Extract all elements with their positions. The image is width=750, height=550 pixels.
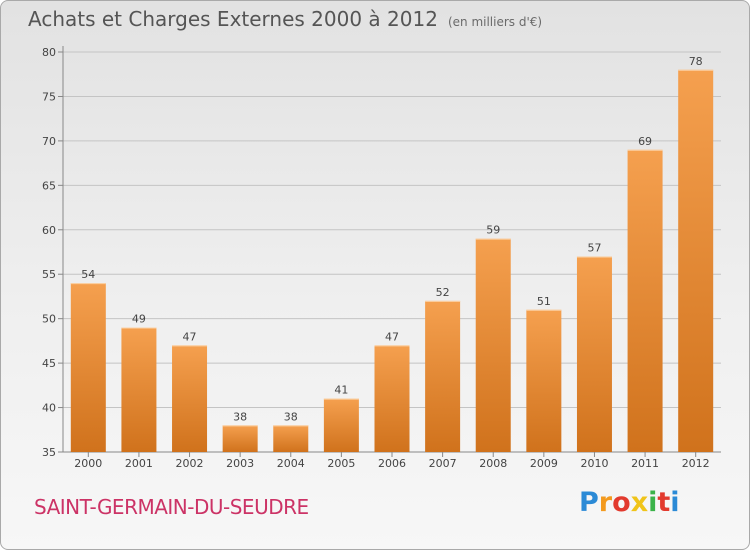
- data-label: 51: [537, 295, 551, 308]
- data-label: 38: [233, 410, 247, 423]
- y-tick-label: 60: [42, 224, 56, 237]
- logo-letter: x: [630, 487, 649, 518]
- bar: [678, 69, 714, 453]
- logo-letter: P: [579, 487, 599, 518]
- y-tick-label: 80: [42, 46, 56, 59]
- data-label: 49: [132, 313, 146, 326]
- y-tick-label: 75: [42, 90, 56, 103]
- bar: [273, 425, 309, 452]
- bar: [526, 309, 562, 452]
- data-label: 54: [81, 268, 95, 281]
- location-name: SAINT-GERMAIN-DU-SEUDRE: [34, 495, 309, 519]
- bar: [222, 425, 258, 452]
- labels: 35 40 45 50 55 60 65 70 75 80 54 2000 49 2001 47 2002 38…: [42, 46, 710, 470]
- bar: [121, 327, 157, 452]
- x-tick-label: 2009: [530, 457, 558, 470]
- bar: [576, 256, 612, 452]
- bar: [374, 345, 410, 452]
- x-tick-label: 2012: [682, 457, 710, 470]
- y-tick-label: 45: [42, 357, 56, 370]
- x-tick-label: 2005: [327, 457, 355, 470]
- bar: [323, 398, 359, 452]
- data-label: 47: [385, 330, 399, 343]
- y-tick-label: 35: [42, 446, 56, 459]
- data-label: 57: [587, 241, 601, 254]
- x-tick-label: 2007: [429, 457, 457, 470]
- bar: [425, 300, 461, 452]
- bars: [70, 69, 714, 453]
- y-tick-label: 50: [42, 313, 56, 326]
- data-label: 59: [486, 224, 500, 237]
- bar: [70, 283, 106, 452]
- data-label: 41: [334, 384, 348, 397]
- chart-title: Achats et Charges Externes 2000 à 2012: [28, 7, 438, 31]
- bar: [172, 345, 208, 452]
- logo-letter: i: [670, 487, 680, 518]
- x-tick-label: 2011: [631, 457, 659, 470]
- x-tick-label: 2010: [580, 457, 608, 470]
- x-tick-label: 2004: [277, 457, 305, 470]
- title-row: Achats et Charges Externes 2000 à 2012 (e…: [28, 7, 542, 31]
- data-label: 52: [436, 286, 450, 299]
- x-tick-label: 2008: [479, 457, 507, 470]
- unit-label: (en milliers d'€): [447, 15, 543, 29]
- proxiti-logo[interactable]: Proxiti: [579, 487, 680, 518]
- data-label: 47: [183, 330, 197, 343]
- logo-letter: o: [612, 487, 631, 518]
- y-tick-label: 65: [42, 179, 56, 192]
- bar: [475, 238, 511, 452]
- y-tick-label: 40: [42, 402, 56, 415]
- x-tick-label: 2000: [74, 457, 102, 470]
- x-tick-label: 2002: [176, 457, 204, 470]
- logo-letter: t: [657, 487, 671, 518]
- x-tick-label: 2006: [378, 457, 406, 470]
- x-tick-label: 2003: [226, 457, 254, 470]
- data-label: 69: [638, 135, 652, 148]
- logo-letter: i: [648, 487, 658, 518]
- x-tick-label: 2001: [125, 457, 153, 470]
- bar: [627, 149, 663, 452]
- data-label: 78: [689, 55, 703, 68]
- logo-letter: r: [598, 487, 613, 518]
- y-tick-label: 70: [42, 135, 56, 148]
- data-label: 38: [284, 410, 298, 423]
- y-tick-label: 55: [42, 268, 56, 281]
